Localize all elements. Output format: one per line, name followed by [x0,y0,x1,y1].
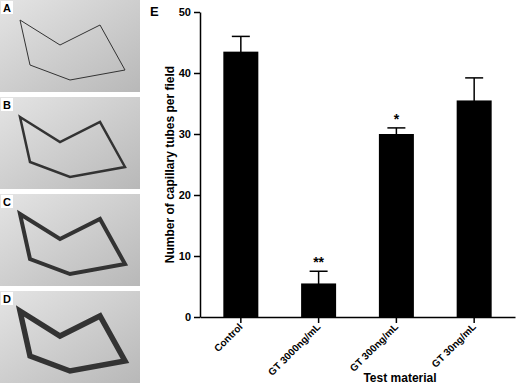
tick-mark [194,73,200,75]
photo-detail [20,20,125,80]
panel-label-box [1,98,13,111]
tick-mark [194,12,200,14]
tick-label: 50 [179,6,191,18]
figure: A B C D E 0 10 20 30 40 50 Control GT 3000ng/mL GT 30… [0,0,520,387]
bar [223,52,258,317]
tick-label: GT 30ng/mL [429,321,478,370]
axis-line [200,13,202,318]
photo [0,194,140,286]
tick-mark [194,195,200,197]
image-panel: A [0,0,140,92]
tick: 30 [179,128,200,140]
photo-detail [20,117,125,177]
tick-label: 10 [179,250,191,262]
tick-mark [194,134,200,136]
error-cap [465,77,483,79]
x-axis: Control GT 3000ng/mL GT 300ng/mL GT 30ng/mL [201,317,516,378]
tick: 0 [185,311,200,323]
tick-mark [194,317,200,319]
photo [0,97,140,189]
image-panel: C [0,194,140,286]
plot-area [223,36,491,317]
x-axis-title: Test material [363,371,436,385]
tick-label: 20 [179,189,191,201]
tick: 40 [179,67,200,79]
panel-label: B [3,99,11,111]
tick: GT 300ng/mL [348,317,401,374]
tick-mark [473,317,475,323]
annotation: * [394,111,400,127]
photo [0,0,140,92]
tick: GT 3000ng/mL [266,317,323,378]
image-panel: B [0,97,140,189]
panel-label: A [3,2,11,14]
error-cap [387,127,405,129]
error-bar [465,78,483,123]
error-bar [310,271,328,295]
tick-mark [318,317,320,323]
tick: 10 [179,250,200,262]
panel-label-box [1,1,13,14]
annotation: ** [313,254,324,270]
tick: 50 [179,6,200,18]
panel-label: E [150,4,159,19]
tick-mark [194,256,200,258]
bar [457,100,492,317]
error-cap [310,271,328,273]
tick: GT 30ng/mL [429,317,478,370]
tick-mark [396,317,398,323]
error-cap [232,36,250,38]
y-axis-title: Number of capillary tubes per field [163,66,177,263]
tick-label: GT 3000ng/mL [266,321,323,378]
error-stem [318,271,320,295]
panel-label-box [1,195,13,208]
tick: Control [212,317,245,354]
tick-label: GT 300ng/mL [348,321,401,374]
tick-label: Control [212,321,245,354]
photo-detail [20,214,125,274]
photo [0,291,140,383]
y-axis: 0 10 20 30 40 50 [179,6,201,323]
image-panel: D [0,291,140,383]
tick-label: 30 [179,128,191,140]
photo-detail [20,311,125,371]
tick: 20 [179,189,200,201]
tick-label: 40 [179,67,191,79]
tick-mark [240,317,242,323]
tick-label: 0 [185,311,191,323]
error-stem [396,128,398,140]
error-bar [232,36,250,67]
error-stem [473,78,475,123]
error-bar [387,128,405,140]
bar [379,134,414,317]
panel-label: C [3,196,11,208]
axis-line [201,317,516,319]
panel-label-box [1,292,13,305]
panel-label: D [3,293,11,305]
error-stem [240,36,242,67]
